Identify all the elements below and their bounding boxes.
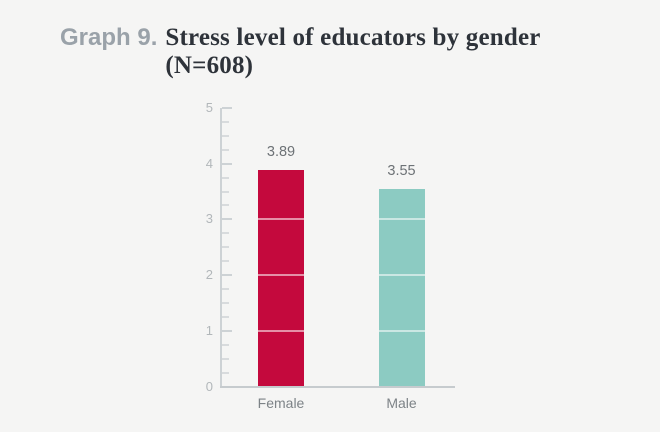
bar-gridline <box>378 274 425 277</box>
y-axis-minor-tick <box>222 315 229 318</box>
bar-female <box>258 169 304 387</box>
y-axis-major-tick <box>222 107 232 109</box>
y-axis-minor-tick <box>222 301 229 304</box>
y-axis-minor-tick <box>222 120 229 123</box>
bar-gridline <box>258 329 304 332</box>
y-axis-minor-tick <box>222 357 229 360</box>
y-axis-major-tick <box>222 274 232 277</box>
y-axis-minor-tick <box>222 134 229 137</box>
y-axis-minor-tick <box>222 176 229 179</box>
y-axis-minor-tick <box>222 288 229 291</box>
y-axis-tick-label: 1 <box>205 322 213 338</box>
chart-title-sub: (N=608) <box>165 52 254 79</box>
y-axis-minor-tick <box>222 371 229 374</box>
bar-gridline <box>378 329 425 332</box>
y-axis-tick-label: 0 <box>205 378 213 394</box>
bar-gridline <box>378 218 425 221</box>
x-axis-label: Female <box>257 394 305 411</box>
y-axis-minor-tick <box>222 260 229 263</box>
bar-male <box>378 188 425 387</box>
y-axis-minor-tick <box>222 204 229 207</box>
y-axis-major-tick <box>222 329 232 332</box>
y-axis-minor-tick <box>222 232 229 235</box>
y-axis-tick-label: 5 <box>205 100 213 115</box>
chart-title-text: Stress level of educators by gender (N=6… <box>165 24 540 80</box>
y-axis-tick-label: 2 <box>205 267 213 283</box>
bar-value-label: 3.89 <box>266 143 296 160</box>
y-axis-minor-tick <box>222 246 229 249</box>
y-axis-tick-label: 3 <box>205 211 213 227</box>
bar-gridline <box>258 218 304 221</box>
y-axis-major-tick <box>222 218 232 221</box>
y-axis-tick-label: 4 <box>205 155 213 171</box>
y-axis-minor-tick <box>222 343 229 346</box>
x-axis-label: Male <box>386 394 417 411</box>
chart-title-prefix: Graph 9. <box>60 24 158 51</box>
bar-gridline <box>258 274 304 277</box>
x-axis-line <box>220 385 455 388</box>
y-axis-line <box>220 108 222 387</box>
y-axis-major-tick <box>222 162 232 165</box>
chart-title-main: Stress level of educators by gender <box>165 24 541 51</box>
y-axis-minor-tick <box>222 148 229 151</box>
chart-title: Graph 9. Stress level of educators by ge… <box>60 24 541 80</box>
bar-value-label: 3.55 <box>387 162 416 179</box>
y-axis-minor-tick <box>222 190 229 193</box>
